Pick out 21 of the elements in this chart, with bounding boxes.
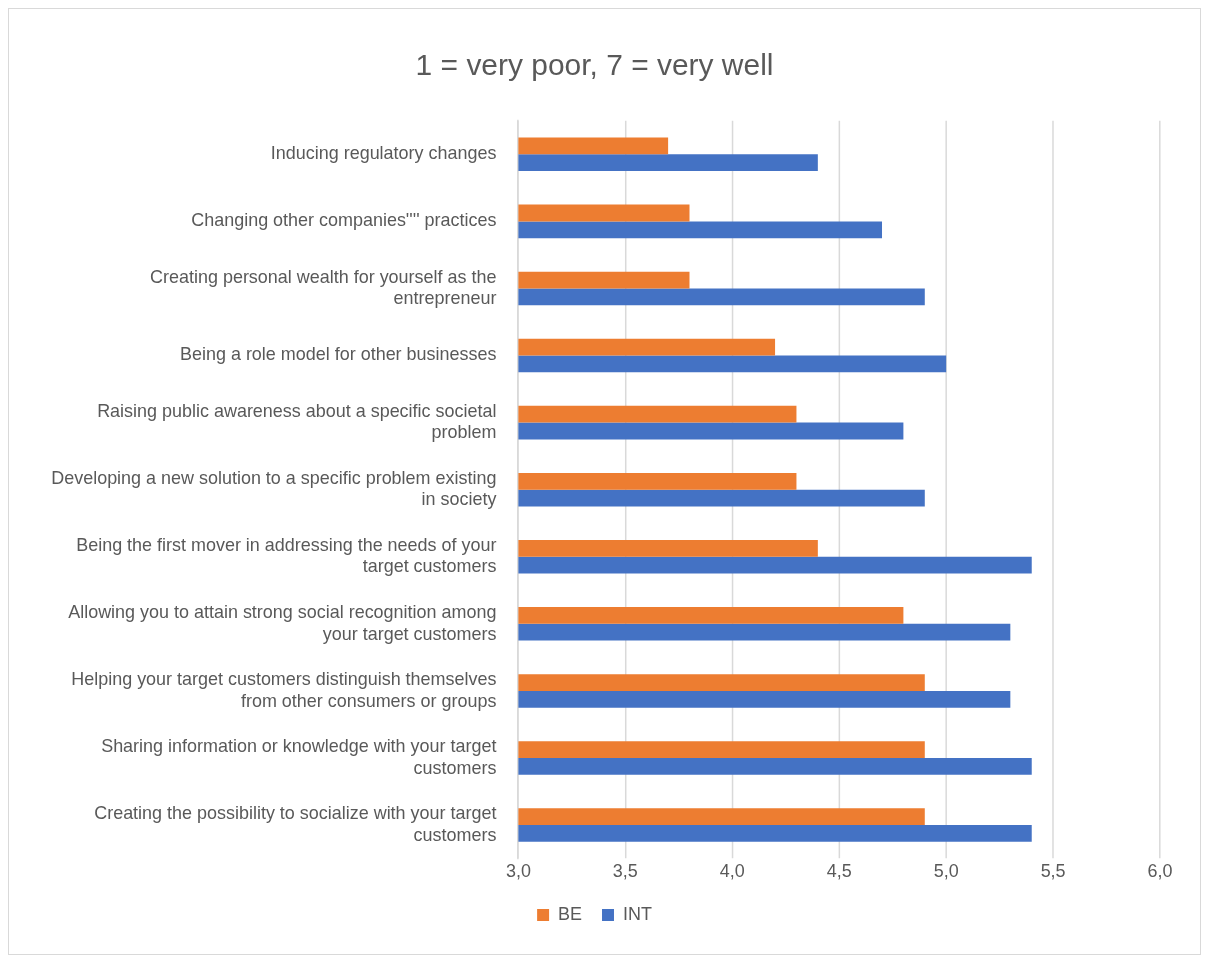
x-tick-label: 5,5 — [1040, 861, 1066, 882]
x-tick-label: 3,5 — [612, 861, 638, 882]
x-tick-label: 5,0 — [933, 861, 959, 882]
x-tick-label: 3,0 — [505, 861, 531, 882]
y-tick-label: Creating the possibility to socialize with your target customers — [94, 803, 497, 845]
legend-label: BE — [558, 904, 583, 925]
legend-label: INT — [622, 904, 652, 925]
y-tick-label: Changing other companies'''' practices — [191, 210, 497, 231]
chart-title: 1 = very poor, 7 = very well — [415, 48, 774, 82]
y-tick-label: Being a role model for other businesses — [180, 344, 497, 365]
x-tick-label: 4,5 — [826, 861, 852, 882]
y-tick-label: Sharing information or knowledge with your target customers — [101, 736, 497, 778]
y-tick-label: Inducing regulatory changes — [270, 143, 497, 164]
y-tick-label: Being the first mover in addressing the needs of your target customers — [76, 534, 497, 577]
y-tick-label: Developing a new solution to a specific problem existing in society — [51, 467, 497, 510]
y-tick-label: Helping your target customers distinguish themselves from other consumers or groups — [71, 669, 497, 711]
x-tick-label: 4,0 — [719, 861, 745, 882]
y-tick-label: Raising public awareness about a specific societal problem — [97, 400, 497, 443]
y-tick-label: Creating personal wealth for yourself as the entrepreneur — [150, 266, 497, 309]
y-tick-label: Allowing you to attain strong social recognition among your target customers — [68, 602, 497, 644]
x-tick-label: 6,0 — [1147, 861, 1173, 882]
